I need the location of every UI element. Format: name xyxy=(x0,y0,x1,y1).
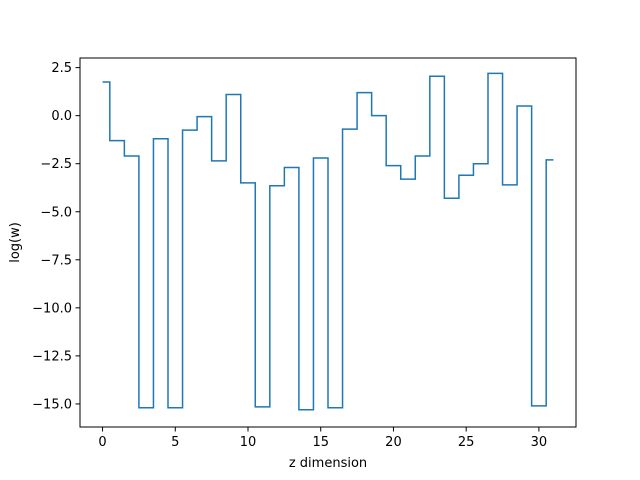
x-tick-label: 10 xyxy=(240,435,257,450)
y-tick-label: 0.0 xyxy=(51,109,72,124)
axes-frame xyxy=(79,57,577,428)
y-tick-label: −5.0 xyxy=(40,205,72,220)
x-tick-label: 0 xyxy=(98,435,106,450)
series-line-0 xyxy=(102,72,554,411)
y-ticks: 2.5 0.0 −2.5 −5.0 −7.5 −10.0 −12.5 −15.0 xyxy=(32,61,80,412)
y-tick-label: −15.0 xyxy=(32,397,72,412)
x-tick-label: 20 xyxy=(385,435,402,450)
y-tick-label: 2.5 xyxy=(51,61,72,76)
y-axis-label: log(w) xyxy=(8,222,23,263)
x-ticks: 0 5 10 15 20 25 30 xyxy=(98,427,547,450)
x-tick-label: 30 xyxy=(531,435,548,450)
y-tick-label: −10.0 xyxy=(32,301,72,316)
x-tick-label: 15 xyxy=(312,435,329,450)
series-layer xyxy=(102,72,554,411)
y-tick-label: −2.5 xyxy=(40,157,72,172)
x-tick-label: 5 xyxy=(171,435,179,450)
y-tick-label: −12.5 xyxy=(32,349,72,364)
x-tick-label: 25 xyxy=(458,435,475,450)
y-tick-label: −7.5 xyxy=(40,253,72,268)
x-axis-label: z dimension xyxy=(289,456,367,471)
